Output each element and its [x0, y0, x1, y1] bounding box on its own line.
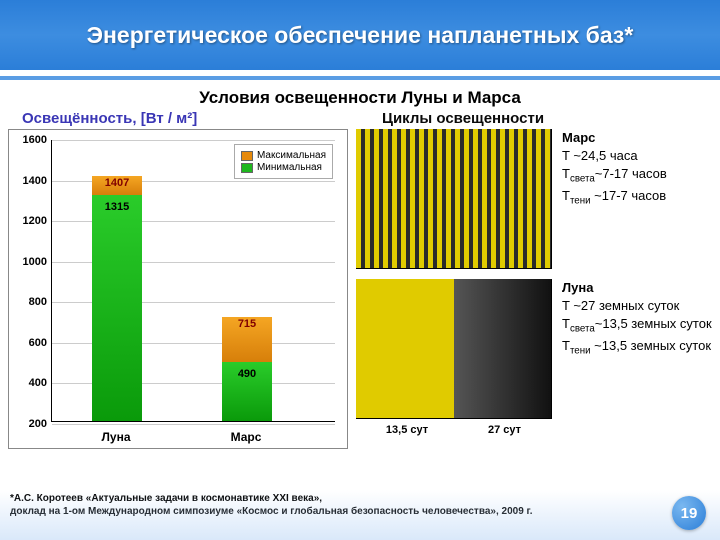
mars-stripes	[356, 129, 551, 268]
legend-item: Максимальная	[241, 150, 326, 161]
slide-header: Энергетическое обеспечение напланетных б…	[0, 0, 720, 70]
moon-xtick-2: 27 сут	[488, 424, 521, 436]
illumination-chart: 13151407490715 МаксимальнаяМинимальная 2…	[8, 129, 348, 449]
moon-cycle-vis: 13,5 сут 27 сут	[356, 279, 552, 419]
moon-period: T ~27 земных суток	[562, 298, 679, 313]
moon-cycle-text: Луна T ~27 земных суток Tсвета~13,5 земн…	[552, 279, 712, 358]
moon-title: Луна	[562, 280, 593, 295]
mars-cycle-block: Марс T ~24,5 часа Tсвета~7-17 часов Tтен…	[356, 129, 712, 269]
mars-dark: Tтени ~17-7 часов	[562, 188, 666, 203]
column-headers: Освещённость, [Вт / м²] Циклы освещеннос…	[12, 110, 708, 127]
footnote: *А.С. Коротеев «Актуальные задачи в косм…	[10, 492, 660, 518]
ytick: 1000	[11, 256, 47, 268]
right-column-header: Циклы освещенности	[352, 110, 708, 127]
xlabel: Луна	[86, 430, 146, 444]
ytick: 1200	[11, 215, 47, 227]
moon-light-half	[356, 279, 454, 418]
cycles-column: Марс T ~24,5 часа Tсвета~7-17 часов Tтен…	[348, 129, 712, 459]
mars-cycle-vis	[356, 129, 552, 269]
ytick: 400	[11, 377, 47, 389]
mars-period: T ~24,5 часа	[562, 148, 638, 163]
footnote-line-2: доклад на 1-ом Международном симпозиуме …	[10, 505, 660, 518]
legend-item: Минимальная	[241, 162, 326, 173]
ytick: 1400	[11, 175, 47, 187]
moon-xtick-1: 13,5 сут	[386, 424, 428, 436]
ytick: 200	[11, 418, 47, 430]
moon-xticks: 13,5 сут 27 сут	[356, 424, 551, 436]
main-content: 13151407490715 МаксимальнаяМинимальная 2…	[8, 129, 712, 459]
xlabel: Марс	[216, 430, 276, 444]
slide-subtitle: Условия освещенности Луны и Марса	[0, 88, 720, 108]
moon-dark-half	[454, 279, 552, 418]
moon-split	[356, 279, 551, 418]
ytick: 800	[11, 296, 47, 308]
mars-cycle-text: Марс T ~24,5 часа Tсвета~7-17 часов Tтен…	[552, 129, 712, 208]
left-column-header: Освещённость, [Вт / м²]	[12, 110, 352, 127]
mars-light: Tсвета~7-17 часов	[562, 166, 667, 181]
mars-title: Марс	[562, 130, 595, 145]
slide-title: Энергетическое обеспечение напланетных б…	[87, 22, 634, 49]
chart-plot-area: 13151407490715	[51, 140, 335, 422]
chart-legend: МаксимальнаяМинимальная	[234, 144, 333, 179]
divider	[0, 76, 720, 80]
ytick: 1600	[11, 134, 47, 146]
page-number: 19	[672, 496, 706, 530]
ytick: 600	[11, 337, 47, 349]
footnote-line-1: *А.С. Коротеев «Актуальные задачи в косм…	[10, 492, 660, 505]
moon-cycle-block: 13,5 сут 27 сут Луна T ~27 земных суток …	[356, 279, 712, 419]
moon-dark: Tтени ~13,5 земных суток	[562, 338, 711, 353]
moon-light: Tсвета~13,5 земных суток	[562, 316, 712, 331]
